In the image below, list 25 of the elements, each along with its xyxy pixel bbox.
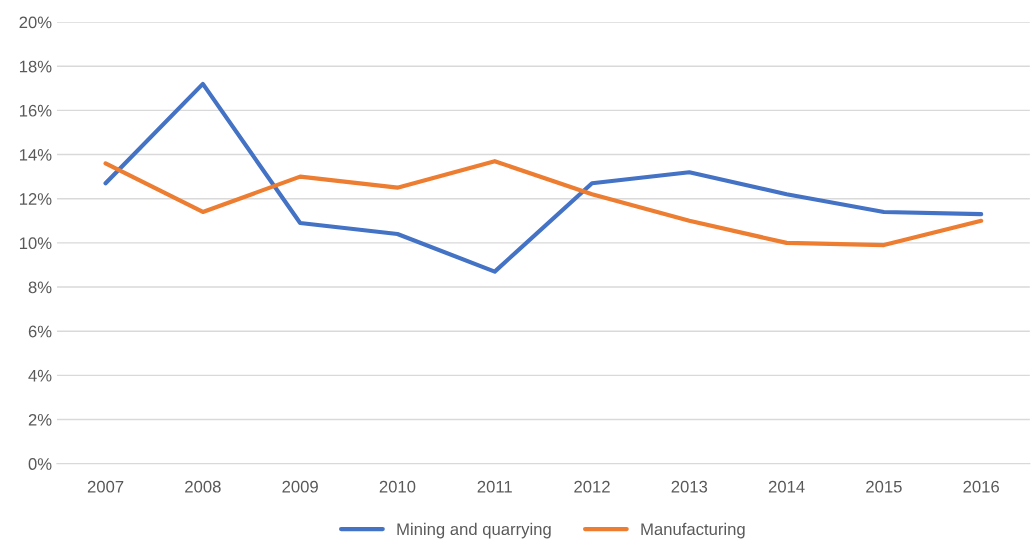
y-tick-label: 8% (28, 281, 52, 294)
y-tick-label: 6% (28, 325, 52, 338)
y-tick-label: 18% (19, 60, 52, 73)
y-tick-label: 2% (28, 413, 52, 426)
line-series (103, 159, 984, 248)
y-tick-label: 16% (19, 104, 52, 117)
x-tick-label: 2014 (768, 480, 805, 493)
y-tick-label: 20% (19, 16, 52, 29)
y-tick-label: 10% (19, 237, 52, 250)
x-tick-label: 2013 (671, 480, 708, 493)
line-series (103, 81, 984, 274)
x-tick-label: 2007 (87, 480, 124, 493)
legend-label: Manufacturing (641, 522, 745, 539)
y-tick-label: 12% (19, 193, 52, 205)
x-tick-label: 2015 (866, 480, 902, 493)
legend-label: Mining and quarrying (397, 522, 551, 539)
x-tick-label: 2012 (574, 480, 610, 493)
x-tick-label: 2009 (282, 480, 318, 493)
x-tick-label: 2016 (963, 480, 999, 493)
x-tick-label: 2008 (185, 480, 221, 493)
y-tick-label: 14% (19, 149, 52, 161)
x-tick-label: 2011 (477, 480, 512, 493)
x-tick-label: 2010 (379, 480, 416, 493)
y-tick-label: 4% (28, 369, 52, 382)
y-tick-label: 0% (28, 458, 52, 470)
